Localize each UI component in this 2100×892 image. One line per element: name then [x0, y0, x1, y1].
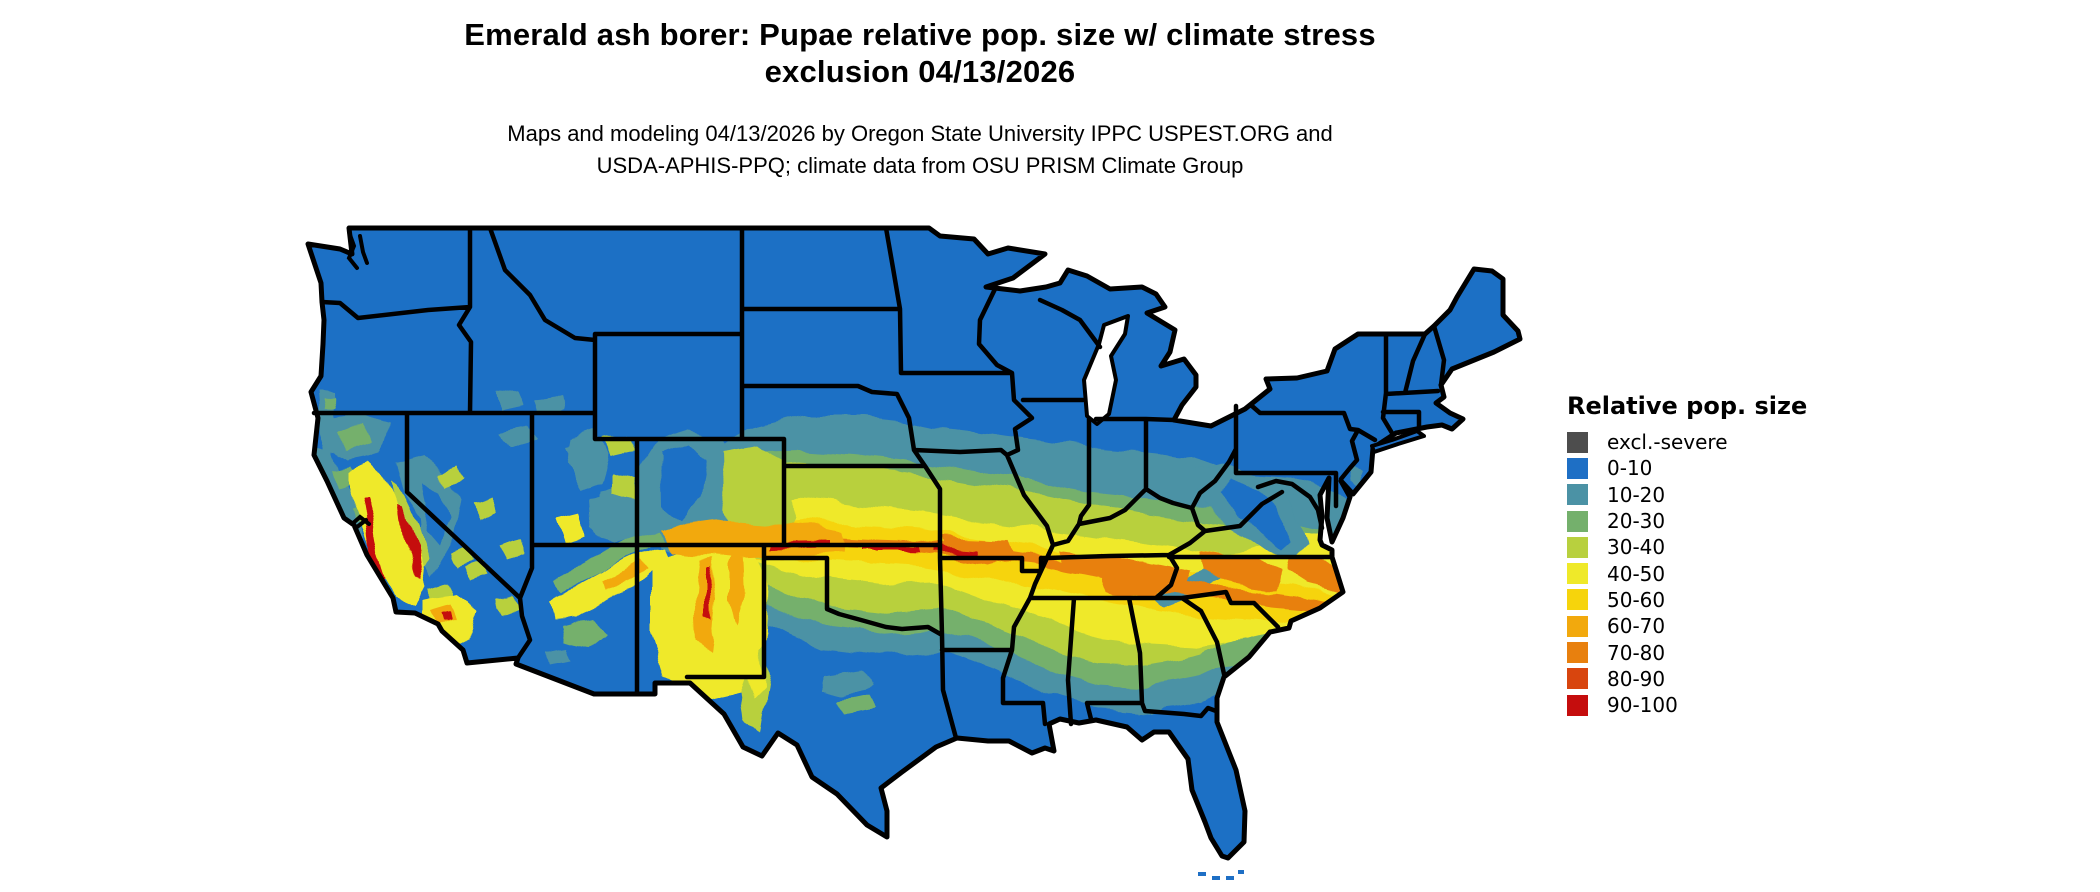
legend-swatch: [1567, 457, 1588, 479]
legend-item: excl.-severe: [1567, 429, 1867, 455]
legend-item: 60-70: [1567, 613, 1867, 639]
legend-label: 10-20: [1607, 482, 1666, 507]
legend-swatch: [1567, 615, 1588, 637]
legend-item: 20-30: [1567, 508, 1867, 534]
florida-keys: [1198, 870, 1244, 880]
legend-label: 90-100: [1607, 693, 1678, 718]
title-line-1: Emerald ash borer: Pupae relative pop. s…: [464, 17, 1376, 52]
legend: Relative pop. size excl.-severe 0-10 10-20…: [1567, 392, 1867, 718]
subtitle: Maps and modeling 04/13/2026 by Oregon S…: [320, 118, 1520, 182]
legend-item: 70-80: [1567, 639, 1867, 665]
legend-swatch: [1567, 589, 1588, 611]
legend-title: Relative pop. size: [1567, 392, 1808, 420]
legend-label: 30-40: [1607, 535, 1666, 560]
legend-swatch: [1567, 484, 1588, 506]
legend-item: 0-10: [1567, 455, 1867, 481]
legend-item: 80-90: [1567, 666, 1867, 692]
terrain-20-30-west: [322, 396, 874, 716]
lake-michigan: [1082, 314, 1130, 426]
legend-swatch: [1567, 694, 1588, 716]
legend-item: 50-60: [1567, 587, 1867, 613]
legend-label: 70-80: [1607, 640, 1666, 665]
legend-label: excl.-severe: [1607, 430, 1728, 455]
legend-swatch: [1567, 563, 1588, 585]
legend-swatch: [1567, 536, 1588, 558]
legend-swatch: [1567, 431, 1588, 453]
subtitle-line-1: Maps and modeling 04/13/2026 by Oregon S…: [507, 121, 1333, 146]
legend-label: 50-60: [1607, 587, 1666, 612]
legend-label: 20-30: [1607, 509, 1666, 534]
title-line-2: exclusion 04/13/2026: [764, 54, 1076, 89]
subtitle-line-2: USDA-APHIS-PPQ; climate data from OSU PR…: [596, 153, 1244, 178]
legend-item: 40-50: [1567, 560, 1867, 586]
legend-swatch: [1567, 510, 1588, 532]
terrain-30-40-west: [390, 434, 792, 730]
legend-swatch: [1567, 642, 1588, 664]
state-borders: [311, 225, 1447, 741]
terrain-10-20-west: [314, 388, 1365, 696]
long-island: [1370, 429, 1426, 454]
legend-item: 10-20: [1567, 482, 1867, 508]
legend-label: 40-50: [1607, 561, 1666, 586]
page-title: Emerald ash borer: Pupae relative pop. s…: [320, 16, 1520, 90]
legend-label: 80-90: [1607, 666, 1666, 691]
legend-label: 60-70: [1607, 614, 1666, 639]
legend-label: 0-10: [1607, 456, 1653, 481]
legend-rows: excl.-severe 0-10 10-20 20-30 30-40 40-50 50-6…: [1567, 429, 1867, 718]
streak-60-70: [432, 520, 845, 650]
legend-item: 90-100: [1567, 692, 1867, 718]
water-detail-lines: [346, 230, 371, 529]
us-outline: [305, 225, 1523, 861]
legend-item: 30-40: [1567, 534, 1867, 560]
streak-70-80: [745, 537, 1347, 612]
legend-swatch: [1567, 668, 1588, 690]
